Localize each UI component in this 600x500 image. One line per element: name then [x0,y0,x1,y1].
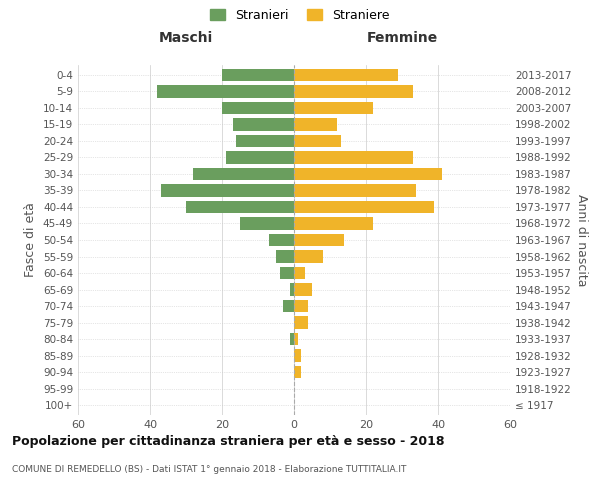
Bar [294,267,305,279]
Bar [294,135,341,147]
Bar [276,250,294,262]
Bar [294,168,442,180]
Text: Popolazione per cittadinanza straniera per età e sesso - 2018: Popolazione per cittadinanza straniera p… [12,435,445,448]
Bar [294,250,323,262]
Bar [294,68,398,81]
Legend: Stranieri, Straniere: Stranieri, Straniere [208,6,392,24]
Bar [294,118,337,130]
Bar [280,267,294,279]
Bar [294,284,312,296]
Bar [294,102,373,114]
Bar [161,184,294,196]
Text: Maschi: Maschi [159,31,213,45]
Bar [294,350,301,362]
Bar [290,333,294,345]
Bar [226,152,294,164]
Bar [157,85,294,98]
Bar [294,201,434,213]
Bar [186,201,294,213]
Bar [294,366,301,378]
Bar [294,152,413,164]
Text: COMUNE DI REMEDELLO (BS) - Dati ISTAT 1° gennaio 2018 - Elaborazione TUTTITALIA.: COMUNE DI REMEDELLO (BS) - Dati ISTAT 1°… [12,465,406,474]
Bar [269,234,294,246]
Bar [294,333,298,345]
Bar [294,85,413,98]
Bar [294,184,416,196]
Y-axis label: Anni di nascita: Anni di nascita [575,194,588,286]
Bar [290,284,294,296]
Bar [222,68,294,81]
Bar [294,300,308,312]
Bar [294,316,308,328]
Y-axis label: Fasce di età: Fasce di età [25,202,37,278]
Bar [233,118,294,130]
Bar [294,234,344,246]
Bar [236,135,294,147]
Text: Femmine: Femmine [367,31,437,45]
Bar [222,102,294,114]
Bar [283,300,294,312]
Bar [240,218,294,230]
Bar [193,168,294,180]
Bar [294,218,373,230]
